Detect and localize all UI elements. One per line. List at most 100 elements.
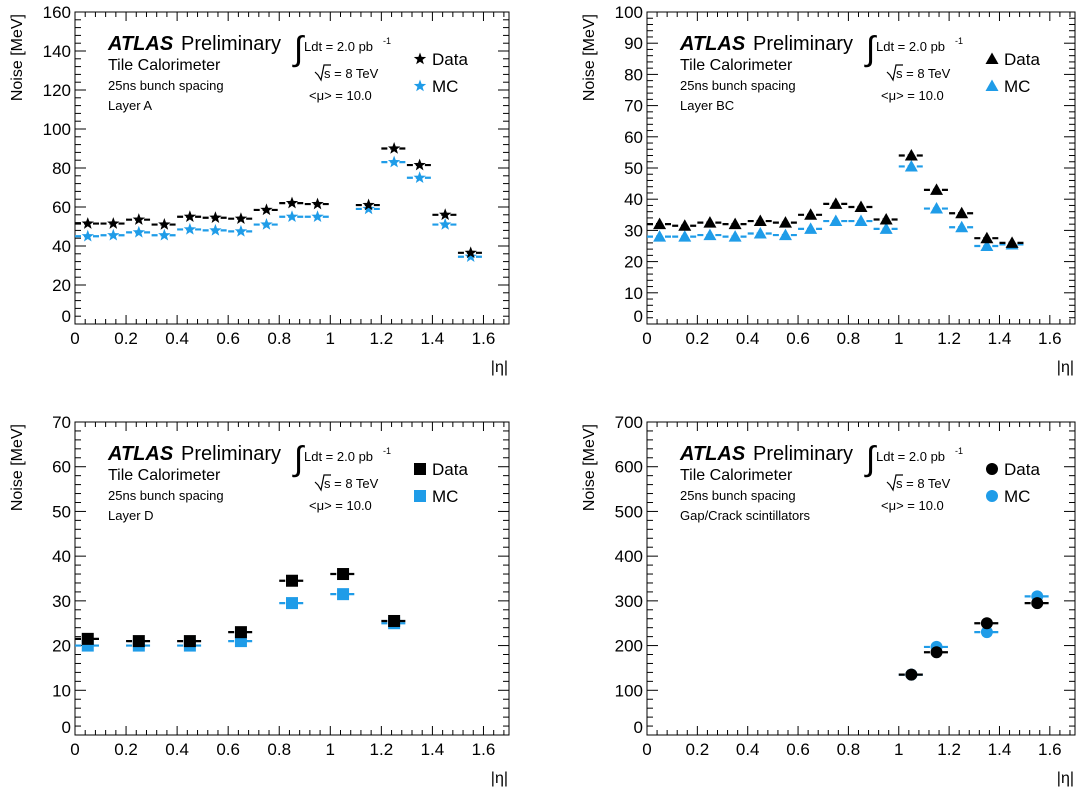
y-tick-label: 80 (52, 159, 71, 178)
x-tick-label: 1.4 (988, 740, 1012, 759)
data-point (464, 250, 477, 262)
luminosity-exponent: -1 (955, 36, 963, 46)
atlas-label: ATLAS (679, 33, 746, 55)
data-point (955, 220, 969, 233)
data-point (955, 206, 969, 219)
chart-panel-3: 0 0.2 0.4 0.6 0.8 1 1.2 1.4 1.6 0 10 20 30 40 50 60 70 No… (9, 413, 510, 787)
legend-label-data: Data (1004, 460, 1040, 479)
x-tick-label: 0.4 (736, 740, 760, 759)
series-data (647, 149, 1025, 248)
x-tick-label: 1.6 (1038, 740, 1062, 759)
x-tick-label: 0.8 (837, 329, 861, 348)
data-point (158, 218, 171, 230)
x-tick-label: 0.2 (686, 740, 710, 759)
y-tick-label: 0 (634, 718, 643, 737)
data-point (132, 225, 146, 238)
x-axis-title: |η| (491, 770, 508, 787)
data-point (829, 214, 843, 227)
integral-symbol: ∫ (864, 30, 877, 68)
preliminary-label: Preliminary (753, 33, 853, 55)
data-point (703, 228, 717, 241)
legend-marker-mc (985, 79, 999, 91)
y-tick-label: 10 (52, 681, 71, 700)
x-tick-label: 1.4 (421, 740, 445, 759)
y-tick-label: 90 (624, 34, 643, 53)
series-data (75, 142, 484, 259)
x-tick-label: 0.2 (114, 740, 138, 759)
data-point (362, 198, 375, 211)
data-point (930, 202, 944, 214)
bunch-spacing-label: 25ns bunch spacing (680, 78, 796, 93)
data-point (234, 212, 248, 224)
x-tick-label: 0.6 (786, 329, 810, 348)
x-tick-label: 0.2 (114, 329, 138, 348)
y-tick-label: 20 (52, 276, 71, 295)
data-point (438, 208, 452, 221)
data-point (413, 171, 426, 184)
x-tick-label: 1.4 (421, 329, 445, 348)
data-point (930, 183, 944, 195)
x-tick-label: 1.2 (937, 329, 961, 348)
data-point (854, 200, 868, 212)
x-tick-label: 1 (894, 740, 903, 759)
layer-label: Gap/Crack scintillators (680, 508, 811, 523)
pileup-label: <μ> = 10.0 (881, 498, 944, 513)
pileup-label: <μ> = 10.0 (309, 88, 372, 103)
x-tick-label: 0 (642, 329, 651, 348)
pileup-label: <μ> = 10.0 (881, 88, 944, 103)
layer-label: Layer BC (680, 98, 734, 113)
x-tick-label: 0.8 (267, 740, 291, 759)
layer-label: Layer A (108, 98, 152, 113)
data-point (728, 217, 742, 230)
plot-frame (74, 421, 510, 736)
x-tick-label: 1.6 (472, 329, 496, 348)
data-point (337, 588, 350, 601)
detector-label: Tile Calorimeter (680, 57, 793, 74)
data-point (183, 210, 197, 223)
luminosity-label: Ldt = 2.0 pb (876, 449, 945, 464)
y-tick-label: 700 (615, 413, 643, 432)
series-mc (75, 155, 484, 262)
legend-marker-data (413, 52, 427, 65)
x-tick-label: 0.6 (786, 740, 810, 759)
atlas-label: ATLAS (679, 443, 746, 465)
data-point (234, 224, 248, 237)
y-tick-label: 70 (52, 413, 71, 432)
y-tick-label: 100 (615, 681, 643, 700)
data-point (804, 222, 818, 234)
luminosity-label: Ldt = 2.0 pb (876, 39, 945, 54)
preliminary-label: Preliminary (181, 443, 281, 465)
luminosity-label: Ldt = 2.0 pb (304, 39, 373, 54)
y-axis-title: Noise [MeV] (581, 14, 598, 101)
data-point (980, 231, 994, 244)
data-point (337, 568, 350, 581)
data-point (753, 214, 767, 227)
data-point (387, 155, 401, 168)
y-tick-label: 160 (43, 3, 71, 22)
data-point (234, 626, 247, 639)
legend-marker-mc (413, 79, 427, 92)
plot-frame (646, 421, 1076, 736)
data-point (388, 614, 401, 627)
data-point (703, 216, 717, 228)
luminosity-exponent: -1 (955, 446, 963, 456)
x-tick-label: 0.6 (216, 740, 240, 759)
chart-panel-1: 0 0.2 0.4 0.6 0.8 1 1.2 1.4 1.6 0 20 40 60 80 100 120 14… (9, 3, 510, 376)
data-point (728, 230, 742, 242)
integral-symbol: ∫ (292, 30, 305, 68)
chart-panel-2: 0 0.2 0.4 0.6 0.8 1 1.2 1.4 1.6 0 10 20 30 40 50 60 70 80… (581, 3, 1076, 376)
data-point (905, 668, 918, 681)
sqrt-symbol (314, 474, 331, 492)
data-point (778, 228, 792, 241)
y-tick-label: 70 (624, 97, 643, 116)
x-tick-label: 1.2 (937, 740, 961, 759)
y-tick-label: 80 (624, 65, 643, 84)
energy-label: s = 8 TeV (896, 476, 951, 491)
legend-marker-mc (986, 490, 998, 502)
data-point (286, 574, 298, 587)
legend-label-data: Data (432, 460, 468, 479)
x-tick-label: 0 (70, 740, 79, 759)
y-tick-label: 60 (52, 198, 71, 217)
x-axis-title: |η| (1057, 770, 1074, 787)
legend-label-data: Data (1004, 50, 1040, 69)
